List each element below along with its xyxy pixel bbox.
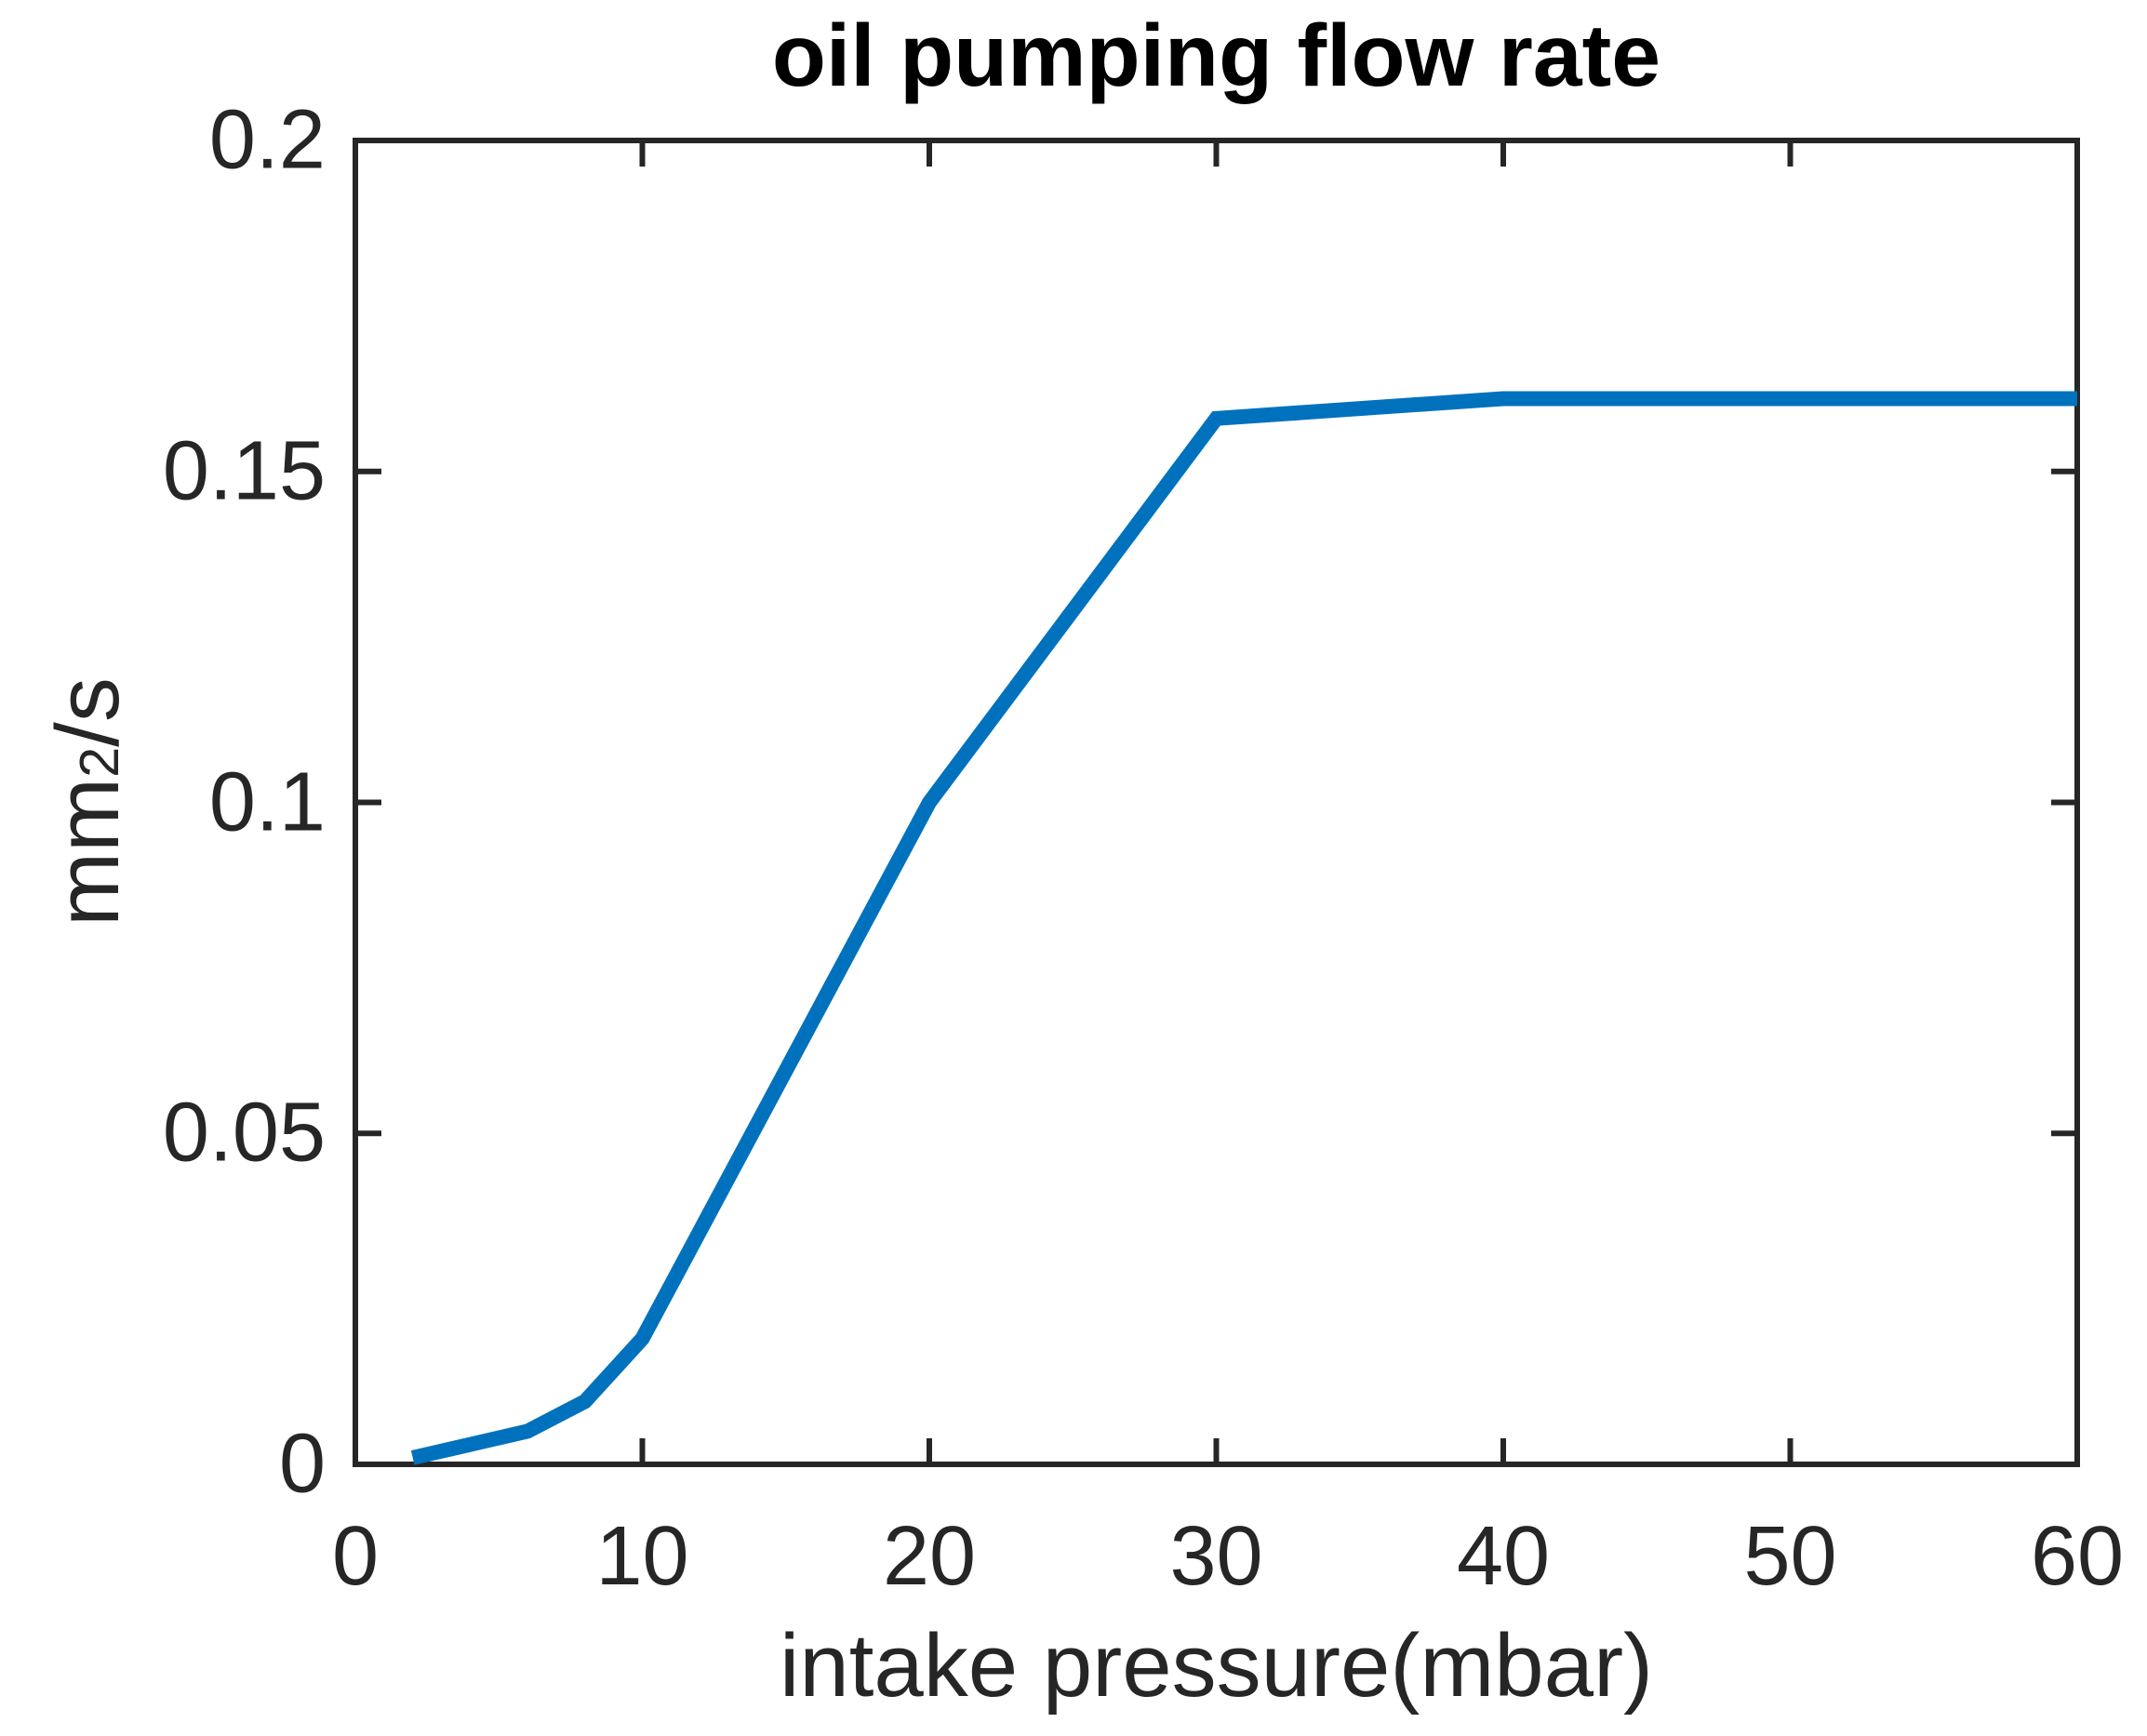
x-axis-label: intake pressure(mbar)	[780, 1616, 1653, 1716]
axes-box	[353, 138, 2080, 1467]
chart-title: oil pumping flow rate	[771, 7, 1661, 105]
plot-area	[353, 138, 2080, 1467]
y-tick-label: 0	[278, 1417, 326, 1511]
x-tick-label: 30	[1169, 1510, 1263, 1603]
x-tick-label: 50	[1743, 1510, 1837, 1603]
x-tick-label: 20	[882, 1510, 977, 1603]
x-tick-label: 40	[1456, 1510, 1551, 1603]
x-tick-label: 10	[595, 1510, 689, 1603]
y-tick-label: 0.1	[208, 755, 326, 848]
y-axis-label-units: /s	[38, 677, 138, 747]
x-tick-label: 60	[2030, 1510, 2125, 1603]
line-chart-svg	[353, 138, 2080, 1467]
x-tick-label: 0	[331, 1510, 380, 1603]
y-tick-label: 0.2	[208, 93, 326, 187]
y-tick-label: 0.05	[162, 1086, 326, 1180]
y-tick-label: 0.15	[162, 424, 326, 518]
data-line-series	[410, 391, 2077, 1465]
